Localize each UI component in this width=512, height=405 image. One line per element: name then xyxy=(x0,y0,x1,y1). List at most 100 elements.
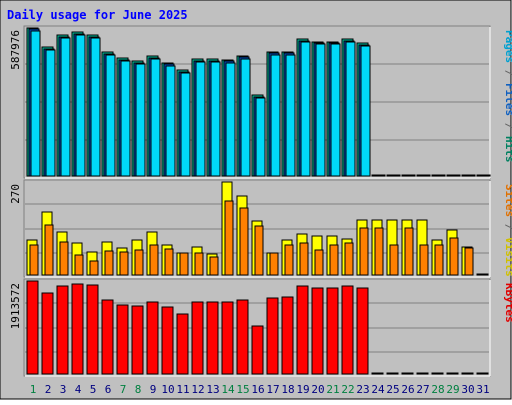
x-axis-labels: 1 2 3 4 5 6 7 8 9 10 11 12 13 14 15 16 17 18 19 20 21 22 23 24 2… xyxy=(30,383,490,396)
bar-kbytes-kbytes-day-30 xyxy=(461,372,474,375)
bar-kbytes-kbytes-day-16 xyxy=(251,325,264,375)
bar-hits-pages-day-17 xyxy=(270,54,281,177)
bar-visits-sites-day-31 xyxy=(479,273,489,276)
x-tick-label: 24 xyxy=(371,383,385,396)
x-tick-label: 21 xyxy=(326,383,339,396)
bar-hits-pages-day-3 xyxy=(60,37,71,177)
x-tick-label: 9 xyxy=(150,383,157,396)
legend-item: Pages xyxy=(503,30,512,63)
x-tick-label: 26 xyxy=(401,383,414,396)
bar-visits-sites-day-4 xyxy=(74,254,84,276)
bar-visits-sites-day-29 xyxy=(449,237,459,276)
bar-hits-pages-day-26 xyxy=(405,174,416,177)
bar-hits-pages-day-12 xyxy=(195,61,206,177)
bar-hits-pages-day-25 xyxy=(390,174,401,177)
x-tick-label: 14 xyxy=(221,383,235,396)
bar-visits-sites-day-23 xyxy=(359,227,369,276)
bar-hits-pages-day-31 xyxy=(480,174,491,177)
legend-item: / xyxy=(503,217,512,237)
bar-kbytes-kbytes-day-14 xyxy=(221,301,234,375)
chart-title: Daily usage for June 2025 xyxy=(7,8,188,22)
bar-visits-sites-day-25 xyxy=(389,244,399,276)
x-tick-label: 15 xyxy=(236,383,249,396)
bar-visits-sites-day-19 xyxy=(299,242,309,276)
bar-visits-sites-day-30 xyxy=(464,247,474,276)
x-tick-label: 5 xyxy=(90,383,97,396)
bar-visits-sites-day-9 xyxy=(149,244,159,276)
bar-hits-pages-day-4 xyxy=(75,34,86,177)
bar-visits-sites-day-22 xyxy=(344,242,354,276)
scale-label-hits: 587976 xyxy=(9,30,22,70)
x-tick-label: 28 xyxy=(431,383,444,396)
bar-kbytes-kbytes-day-10 xyxy=(161,306,174,375)
bar-visits-sites-day-2 xyxy=(44,224,54,276)
bar-hits-pages-day-8 xyxy=(135,63,146,177)
x-tick-label: 8 xyxy=(135,383,142,396)
x-tick-label: 17 xyxy=(266,383,279,396)
bar-kbytes-kbytes-day-28 xyxy=(431,372,444,375)
bar-hits-pages-day-20 xyxy=(315,43,326,177)
bar-visits-sites-day-13 xyxy=(209,256,219,276)
panel-hits: 587976 Pages / Files / Hits xyxy=(9,25,512,179)
bar-hits-pages-day-18 xyxy=(285,54,296,177)
x-tick-label: 1 xyxy=(30,383,37,396)
bar-hits-pages-day-21 xyxy=(330,43,341,177)
bar-visits-sites-day-1 xyxy=(29,244,39,276)
legend-kbytes: KBytes xyxy=(503,283,512,323)
bar-kbytes-kbytes-day-18 xyxy=(281,296,294,375)
bar-kbytes-kbytes-day-31 xyxy=(476,372,489,375)
x-tick-label: 31 xyxy=(476,383,489,396)
bar-kbytes-kbytes-day-26 xyxy=(401,372,414,375)
x-tick-label: 13 xyxy=(206,383,219,396)
legend-hits: Pages / Files / Hits xyxy=(503,30,512,163)
bar-visits-sites-day-18 xyxy=(284,244,294,276)
legend-item: Visits xyxy=(503,237,512,277)
legend-item: / xyxy=(503,116,512,136)
bar-visits-sites-day-24 xyxy=(374,227,384,276)
bar-kbytes-kbytes-day-6 xyxy=(101,299,114,375)
bar-kbytes-kbytes-day-7 xyxy=(116,304,129,375)
bar-kbytes-kbytes-day-19 xyxy=(296,285,309,375)
bar-visits-sites-day-6 xyxy=(104,250,114,276)
bar-visits-sites-day-16 xyxy=(254,225,264,276)
bar-kbytes-kbytes-day-12 xyxy=(191,301,204,375)
x-tick-label: 16 xyxy=(251,383,264,396)
bar-hits-pages-day-6 xyxy=(105,54,116,177)
panel-visits: 270 Sites / Visits xyxy=(9,179,512,278)
bar-hits-pages-day-13 xyxy=(210,61,221,177)
bar-hits-pages-day-27 xyxy=(420,174,431,177)
bar-hits-pages-day-24 xyxy=(375,174,386,177)
bar-kbytes-kbytes-day-24 xyxy=(371,372,384,375)
legend-item: Hits xyxy=(503,136,512,163)
bar-hits-pages-day-9 xyxy=(150,58,161,177)
x-tick-label: 3 xyxy=(60,383,67,396)
bar-kbytes-kbytes-day-1 xyxy=(26,280,39,375)
bar-kbytes-kbytes-day-8 xyxy=(131,305,144,375)
x-tick-label: 11 xyxy=(176,383,189,396)
x-tick-label: 25 xyxy=(386,383,399,396)
bar-visits-sites-day-12 xyxy=(194,252,204,276)
bar-visits-sites-day-10 xyxy=(164,248,174,276)
bar-visits-sites-day-26 xyxy=(404,227,414,276)
x-tick-label: 19 xyxy=(296,383,309,396)
bar-kbytes-kbytes-day-9 xyxy=(146,301,159,375)
bar-hits-pages-day-19 xyxy=(300,41,311,177)
bar-kbytes-kbytes-day-23 xyxy=(356,287,369,375)
bar-hits-pages-day-23 xyxy=(360,45,371,177)
legend-visits: Sites / Visits xyxy=(503,184,512,277)
bar-kbytes-kbytes-day-22 xyxy=(341,285,354,375)
bar-kbytes-kbytes-day-11 xyxy=(176,313,189,375)
x-tick-label: 27 xyxy=(416,383,429,396)
bar-kbytes-kbytes-day-27 xyxy=(416,372,429,375)
bar-visits-sites-day-14 xyxy=(224,200,234,276)
bar-hits-pages-day-16 xyxy=(255,97,266,177)
bar-kbytes-kbytes-day-2 xyxy=(41,292,54,375)
legend-item: KBytes xyxy=(503,283,512,323)
bar-kbytes-kbytes-day-5 xyxy=(86,284,99,375)
x-tick-label: 20 xyxy=(311,383,324,396)
bar-hits-pages-day-10 xyxy=(165,65,176,177)
bar-hits-pages-day-11 xyxy=(180,72,191,177)
bar-hits-pages-day-1 xyxy=(30,30,41,177)
